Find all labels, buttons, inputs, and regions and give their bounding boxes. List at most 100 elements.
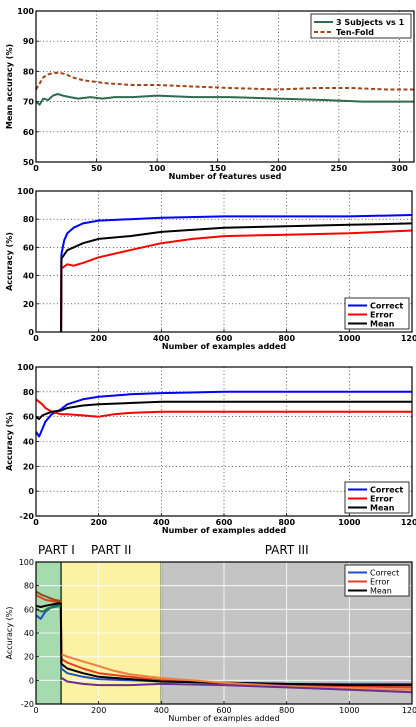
- y-tick-label: 60: [23, 128, 35, 137]
- x-axis-label: Number of features used: [169, 172, 282, 181]
- series-line-correct: [60, 214, 413, 333]
- x-tick-label: 200: [91, 706, 106, 715]
- x-tick-label: 1000: [339, 706, 359, 715]
- y-tick-label: 0: [28, 487, 34, 496]
- x-tick-label: 600: [216, 518, 233, 527]
- legend-entry: Error: [370, 578, 390, 587]
- phase-label-3: PART III: [265, 543, 309, 557]
- x-axis-label: Number of examples added: [162, 342, 286, 351]
- x-tick-label: 800: [278, 334, 295, 343]
- y-tick-label: 40: [23, 272, 35, 281]
- legend-entry: Error: [370, 495, 393, 504]
- series-line-4: [61, 653, 413, 691]
- x-tick-label: 600: [216, 706, 231, 715]
- y-tick-label: 80: [23, 388, 35, 397]
- plot-frame: [35, 10, 415, 163]
- series-line-3-subjects-vs-1: [35, 93, 414, 106]
- x-tick-label: 1000: [338, 518, 361, 527]
- x-tick-label: 800: [278, 518, 295, 527]
- y-tick-label: 80: [24, 582, 34, 591]
- y-tick-label: 90: [23, 37, 35, 46]
- y-tick-label: 50: [23, 158, 35, 167]
- y-tick-label: 20: [24, 653, 34, 662]
- x-tick-label: 0: [33, 706, 38, 715]
- legend-entry: Correct: [370, 486, 403, 495]
- legend-box: [310, 13, 412, 39]
- series-line-mean: [60, 222, 413, 333]
- y-tick-label: -20: [20, 512, 35, 521]
- y-tick-label: 100: [17, 7, 34, 16]
- y-tick-label: -20: [21, 700, 34, 709]
- x-tick-label: 300: [391, 164, 408, 173]
- y-tick-label: 0: [28, 328, 34, 337]
- y-tick-label: 60: [23, 413, 35, 422]
- legend-entry: Ten-Fold: [336, 28, 374, 37]
- legend-entry: Error: [370, 311, 393, 320]
- series-line-6: [35, 604, 61, 613]
- x-axis-label: Number of examples added: [162, 526, 286, 535]
- y-tick-label: 100: [19, 558, 34, 567]
- x-tick-label: 50: [91, 164, 103, 173]
- y-tick-label: 70: [23, 98, 35, 107]
- x-tick-label: 200: [270, 164, 287, 173]
- series-line-mean: [35, 602, 412, 687]
- legend-entry: Correct: [370, 302, 403, 311]
- y-tick-label: 40: [24, 629, 34, 638]
- series-line-5: [61, 677, 413, 694]
- y-tick-label: 60: [23, 243, 35, 252]
- y-axis-label: Accuracy (%): [5, 232, 14, 291]
- phase-label-2: PART II: [91, 543, 131, 557]
- legend-entry: Mean: [370, 587, 392, 596]
- series-line-error: [60, 229, 413, 333]
- x-tick-label: 1000: [338, 334, 361, 343]
- x-tick-label: 150: [209, 164, 226, 173]
- y-tick-label: 100: [17, 363, 34, 372]
- chart-3: 020040060080010001200-20020406080100Numb…: [5, 363, 416, 535]
- x-tick-label: 200: [90, 518, 107, 527]
- x-tick-label: 600: [216, 334, 233, 343]
- y-tick-label: 100: [17, 187, 34, 196]
- x-tick-label: 0: [33, 334, 39, 343]
- x-tick-label: 400: [154, 706, 169, 715]
- series-line-7: [35, 590, 61, 602]
- y-tick-label: 60: [24, 605, 34, 614]
- x-tick-label: 400: [153, 518, 170, 527]
- y-tick-label: 80: [23, 67, 35, 76]
- series-line-correct: [35, 390, 412, 438]
- legend-entry: Correct: [370, 569, 399, 578]
- x-tick-label: 200: [90, 334, 107, 343]
- y-tick-label: 80: [23, 215, 35, 224]
- series-line-ten-fold: [35, 71, 414, 91]
- x-tick-label: 0: [33, 518, 39, 527]
- y-tick-label: 20: [23, 462, 35, 471]
- legend-entry: Mean: [370, 320, 395, 329]
- y-axis-label: Accuracy (%): [5, 607, 14, 660]
- y-axis-label: Mean accuracy (%): [5, 44, 14, 129]
- series-line-error: [35, 398, 412, 418]
- series-line-mean: [35, 400, 412, 421]
- y-axis-label: Accuracy (%): [5, 412, 14, 471]
- x-tick-label: 400: [153, 334, 170, 343]
- y-tick-label: 0: [29, 676, 34, 685]
- x-tick-label: 250: [331, 164, 348, 173]
- x-tick-label: 800: [279, 706, 294, 715]
- x-axis-label: Number of examples added: [168, 714, 279, 723]
- y-tick-label: 20: [23, 300, 35, 309]
- x-tick-label: 100: [149, 164, 166, 173]
- y-tick-label: 40: [23, 438, 35, 447]
- x-tick-label: 0: [33, 164, 39, 173]
- phase-label-1: PART I: [38, 543, 75, 557]
- legend-entry: 3 Subjects vs 1: [336, 18, 405, 27]
- legend-entry: Mean: [370, 504, 395, 513]
